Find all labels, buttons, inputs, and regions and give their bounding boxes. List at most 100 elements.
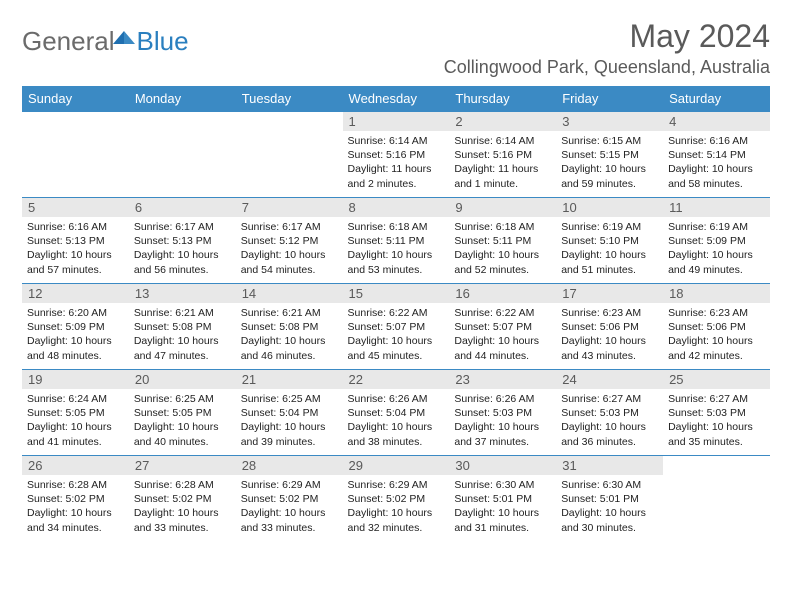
day-number: 15: [343, 284, 450, 303]
day-details: Sunrise: 6:14 AMSunset: 5:16 PMDaylight:…: [343, 131, 450, 194]
calendar-cell: 30Sunrise: 6:30 AMSunset: 5:01 PMDayligh…: [449, 456, 556, 540]
week-row: 19Sunrise: 6:24 AMSunset: 5:05 PMDayligh…: [22, 370, 770, 456]
day-number: 30: [449, 456, 556, 475]
week-row: 5Sunrise: 6:16 AMSunset: 5:13 PMDaylight…: [22, 198, 770, 284]
day-number: 23: [449, 370, 556, 389]
calendar-cell: 27Sunrise: 6:28 AMSunset: 5:02 PMDayligh…: [129, 456, 236, 540]
day-header-sunday: Sunday: [22, 86, 129, 112]
day-details: Sunrise: 6:23 AMSunset: 5:06 PMDaylight:…: [556, 303, 663, 366]
calendar-cell: 17Sunrise: 6:23 AMSunset: 5:06 PMDayligh…: [556, 284, 663, 370]
day-details: Sunrise: 6:16 AMSunset: 5:14 PMDaylight:…: [663, 131, 770, 194]
day-number: 20: [129, 370, 236, 389]
month-title: May 2024: [444, 18, 770, 55]
calendar-cell: 21Sunrise: 6:25 AMSunset: 5:04 PMDayligh…: [236, 370, 343, 456]
calendar-body: 1Sunrise: 6:14 AMSunset: 5:16 PMDaylight…: [22, 112, 770, 540]
calendar-cell: 13Sunrise: 6:21 AMSunset: 5:08 PMDayligh…: [129, 284, 236, 370]
calendar-cell: 10Sunrise: 6:19 AMSunset: 5:10 PMDayligh…: [556, 198, 663, 284]
calendar-cell: 8Sunrise: 6:18 AMSunset: 5:11 PMDaylight…: [343, 198, 450, 284]
day-header-row: SundayMondayTuesdayWednesdayThursdayFrid…: [22, 86, 770, 112]
day-details: Sunrise: 6:19 AMSunset: 5:09 PMDaylight:…: [663, 217, 770, 280]
day-details: Sunrise: 6:19 AMSunset: 5:10 PMDaylight:…: [556, 217, 663, 280]
calendar-cell: 6Sunrise: 6:17 AMSunset: 5:13 PMDaylight…: [129, 198, 236, 284]
calendar-cell: 26Sunrise: 6:28 AMSunset: 5:02 PMDayligh…: [22, 456, 129, 540]
calendar-cell: [22, 112, 129, 198]
calendar-cell: 7Sunrise: 6:17 AMSunset: 5:12 PMDaylight…: [236, 198, 343, 284]
calendar-cell: 19Sunrise: 6:24 AMSunset: 5:05 PMDayligh…: [22, 370, 129, 456]
day-details: Sunrise: 6:25 AMSunset: 5:04 PMDaylight:…: [236, 389, 343, 452]
day-details: Sunrise: 6:30 AMSunset: 5:01 PMDaylight:…: [556, 475, 663, 538]
day-details: Sunrise: 6:16 AMSunset: 5:13 PMDaylight:…: [22, 217, 129, 280]
calendar-cell: 4Sunrise: 6:16 AMSunset: 5:14 PMDaylight…: [663, 112, 770, 198]
calendar-cell: 18Sunrise: 6:23 AMSunset: 5:06 PMDayligh…: [663, 284, 770, 370]
day-details: Sunrise: 6:22 AMSunset: 5:07 PMDaylight:…: [343, 303, 450, 366]
calendar-cell: 31Sunrise: 6:30 AMSunset: 5:01 PMDayligh…: [556, 456, 663, 540]
day-number: 18: [663, 284, 770, 303]
week-row: 1Sunrise: 6:14 AMSunset: 5:16 PMDaylight…: [22, 112, 770, 198]
logo-text-blue: Blue: [137, 26, 189, 57]
day-details: Sunrise: 6:26 AMSunset: 5:03 PMDaylight:…: [449, 389, 556, 452]
page-header: General Blue May 2024 Collingwood Park, …: [22, 18, 770, 78]
day-number: 21: [236, 370, 343, 389]
calendar-cell: 24Sunrise: 6:27 AMSunset: 5:03 PMDayligh…: [556, 370, 663, 456]
day-header-wednesday: Wednesday: [343, 86, 450, 112]
calendar-cell: 28Sunrise: 6:29 AMSunset: 5:02 PMDayligh…: [236, 456, 343, 540]
calendar-cell: 20Sunrise: 6:25 AMSunset: 5:05 PMDayligh…: [129, 370, 236, 456]
calendar-cell: 22Sunrise: 6:26 AMSunset: 5:04 PMDayligh…: [343, 370, 450, 456]
calendar-cell: [663, 456, 770, 540]
day-number: 14: [236, 284, 343, 303]
day-details: Sunrise: 6:26 AMSunset: 5:04 PMDaylight:…: [343, 389, 450, 452]
day-details: Sunrise: 6:21 AMSunset: 5:08 PMDaylight:…: [236, 303, 343, 366]
day-number: 5: [22, 198, 129, 217]
day-number: 9: [449, 198, 556, 217]
day-header-saturday: Saturday: [663, 86, 770, 112]
calendar-cell: 15Sunrise: 6:22 AMSunset: 5:07 PMDayligh…: [343, 284, 450, 370]
day-details: Sunrise: 6:24 AMSunset: 5:05 PMDaylight:…: [22, 389, 129, 452]
calendar-cell: 25Sunrise: 6:27 AMSunset: 5:03 PMDayligh…: [663, 370, 770, 456]
day-number: 6: [129, 198, 236, 217]
calendar-cell: 14Sunrise: 6:21 AMSunset: 5:08 PMDayligh…: [236, 284, 343, 370]
day-number: 13: [129, 284, 236, 303]
calendar-table: SundayMondayTuesdayWednesdayThursdayFrid…: [22, 86, 770, 540]
day-details: Sunrise: 6:22 AMSunset: 5:07 PMDaylight:…: [449, 303, 556, 366]
calendar-cell: 29Sunrise: 6:29 AMSunset: 5:02 PMDayligh…: [343, 456, 450, 540]
day-number: 4: [663, 112, 770, 131]
day-details: Sunrise: 6:17 AMSunset: 5:12 PMDaylight:…: [236, 217, 343, 280]
calendar-cell: [236, 112, 343, 198]
title-block: May 2024 Collingwood Park, Queensland, A…: [444, 18, 770, 78]
day-details: Sunrise: 6:20 AMSunset: 5:09 PMDaylight:…: [22, 303, 129, 366]
logo: General Blue: [22, 26, 189, 57]
calendar-cell: 23Sunrise: 6:26 AMSunset: 5:03 PMDayligh…: [449, 370, 556, 456]
calendar-cell: 16Sunrise: 6:22 AMSunset: 5:07 PMDayligh…: [449, 284, 556, 370]
logo-text-general: General: [22, 26, 115, 57]
day-header-monday: Monday: [129, 86, 236, 112]
calendar-cell: 5Sunrise: 6:16 AMSunset: 5:13 PMDaylight…: [22, 198, 129, 284]
day-number: 7: [236, 198, 343, 217]
day-number: 10: [556, 198, 663, 217]
day-header-tuesday: Tuesday: [236, 86, 343, 112]
day-details: Sunrise: 6:28 AMSunset: 5:02 PMDaylight:…: [22, 475, 129, 538]
week-row: 26Sunrise: 6:28 AMSunset: 5:02 PMDayligh…: [22, 456, 770, 540]
day-details: Sunrise: 6:27 AMSunset: 5:03 PMDaylight:…: [663, 389, 770, 452]
day-number: 8: [343, 198, 450, 217]
day-number: 31: [556, 456, 663, 475]
day-number: 11: [663, 198, 770, 217]
calendar-cell: 2Sunrise: 6:14 AMSunset: 5:16 PMDaylight…: [449, 112, 556, 198]
day-number: 2: [449, 112, 556, 131]
day-number: 24: [556, 370, 663, 389]
calendar-cell: 11Sunrise: 6:19 AMSunset: 5:09 PMDayligh…: [663, 198, 770, 284]
day-details: Sunrise: 6:30 AMSunset: 5:01 PMDaylight:…: [449, 475, 556, 538]
day-details: Sunrise: 6:28 AMSunset: 5:02 PMDaylight:…: [129, 475, 236, 538]
day-header-friday: Friday: [556, 86, 663, 112]
day-details: Sunrise: 6:25 AMSunset: 5:05 PMDaylight:…: [129, 389, 236, 452]
day-number: 1: [343, 112, 450, 131]
day-header-thursday: Thursday: [449, 86, 556, 112]
calendar-cell: 1Sunrise: 6:14 AMSunset: 5:16 PMDaylight…: [343, 112, 450, 198]
day-number: 19: [22, 370, 129, 389]
calendar-cell: 9Sunrise: 6:18 AMSunset: 5:11 PMDaylight…: [449, 198, 556, 284]
day-details: Sunrise: 6:21 AMSunset: 5:08 PMDaylight:…: [129, 303, 236, 366]
day-number: 22: [343, 370, 450, 389]
day-number: 27: [129, 456, 236, 475]
logo-mark-icon: [113, 28, 135, 46]
week-row: 12Sunrise: 6:20 AMSunset: 5:09 PMDayligh…: [22, 284, 770, 370]
calendar-cell: 12Sunrise: 6:20 AMSunset: 5:09 PMDayligh…: [22, 284, 129, 370]
